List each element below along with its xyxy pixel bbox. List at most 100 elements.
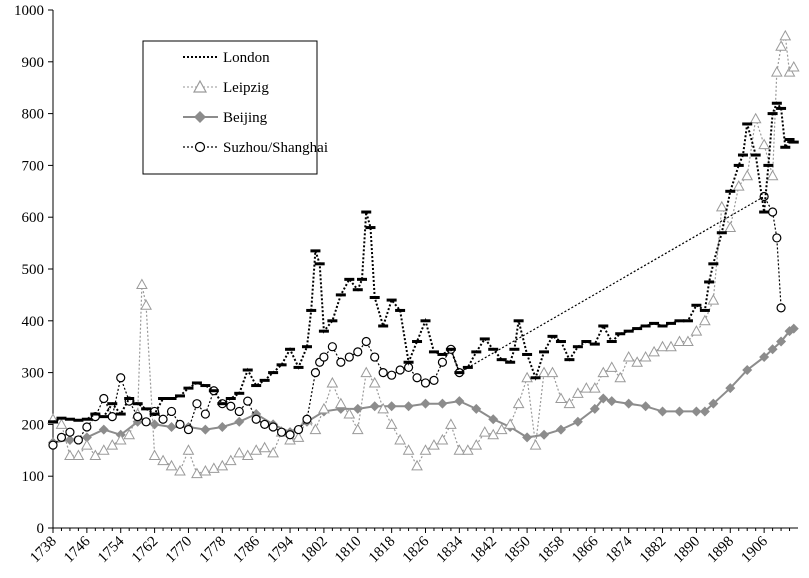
x-tick-label: 1738 <box>27 534 60 567</box>
point-beijing <box>454 396 465 407</box>
point-leipzig <box>572 387 584 398</box>
point-leipzig <box>648 345 660 357</box>
x-tick-label: 1746 <box>61 533 94 566</box>
point-beijing <box>708 398 719 409</box>
y-tick-label: 300 <box>22 366 45 382</box>
point-leipzig <box>741 169 754 181</box>
point-leipzig <box>605 361 618 372</box>
legend-label-beijing: Beijing <box>223 110 268 126</box>
point-leipzig <box>334 397 347 409</box>
point-leipzig <box>224 454 237 466</box>
point-london <box>234 391 245 395</box>
point-suzhou-shanghai <box>175 419 185 429</box>
point-leipzig <box>267 446 279 458</box>
point-leipzig <box>631 356 643 367</box>
y-tick-label: 800 <box>22 107 45 123</box>
point-suzhou-shanghai <box>260 419 270 429</box>
point-london <box>395 308 406 312</box>
y-tick-label: 1000 <box>14 3 44 19</box>
point-suzhou-shanghai <box>234 406 244 417</box>
point-suzhou-shanghai <box>395 365 405 375</box>
point-suzhou-shanghai <box>285 430 295 440</box>
point-london <box>81 417 92 421</box>
point-london <box>428 350 439 354</box>
point-suzhou-shanghai <box>243 396 253 406</box>
point-london <box>691 303 702 307</box>
point-leipzig <box>622 351 635 362</box>
point-leipzig <box>538 366 550 378</box>
x-tick-label: 1906 <box>738 533 771 566</box>
point-beijing <box>674 406 685 417</box>
point-leipzig <box>580 382 593 393</box>
point-beijing <box>200 424 211 435</box>
point-leipzig <box>512 397 525 409</box>
point-london <box>115 412 126 416</box>
point-london <box>479 337 490 341</box>
point-london <box>251 384 262 388</box>
point-leipzig <box>428 439 440 450</box>
point-suzhou-shanghai <box>353 347 363 357</box>
point-leipzig <box>588 382 601 393</box>
point-suzhou-shanghai <box>310 368 321 378</box>
point-london <box>780 145 791 149</box>
point-london <box>750 153 761 157</box>
point-london <box>530 376 541 380</box>
legend-item-suzhou-shanghai: Suzhou/Shanghai <box>183 140 328 156</box>
y-tick-label: 400 <box>22 314 45 330</box>
point-london <box>217 402 228 406</box>
point-suzhou-shanghai <box>158 414 168 424</box>
point-beijing <box>369 401 380 412</box>
point-london <box>737 153 748 157</box>
point-leipzig <box>309 423 322 435</box>
point-suzhou-shanghai <box>107 412 117 422</box>
point-beijing <box>386 401 397 412</box>
point-suzhou-shanghai <box>370 352 380 362</box>
point-beijing <box>352 403 363 414</box>
point-leipzig <box>292 431 305 442</box>
x-tick-label: 1882 <box>637 534 670 567</box>
point-suzhou-shanghai <box>251 414 261 424</box>
point-leipzig <box>597 366 610 378</box>
point-london <box>166 397 177 400</box>
point-leipzig <box>318 402 330 414</box>
point-beijing <box>403 401 414 412</box>
point-suzhou-shanghai <box>133 412 143 422</box>
point-london <box>716 231 727 235</box>
point-suzhou-shanghai <box>192 399 202 409</box>
series-london <box>48 101 799 424</box>
point-beijing <box>598 393 609 404</box>
point-london <box>776 106 787 110</box>
point-leipzig <box>639 351 652 362</box>
point-suzhou-shanghai <box>361 336 371 347</box>
point-leipzig <box>182 444 195 455</box>
point-leipzig <box>665 340 677 352</box>
point-leipzig <box>546 366 559 378</box>
legend-label-suzhou-shanghai: Suzhou/Shanghai <box>223 140 328 156</box>
point-london <box>90 412 101 416</box>
point-london <box>640 324 651 328</box>
point-london <box>632 327 643 331</box>
point-beijing <box>166 421 177 432</box>
axes: 0 100 200 300 400 500 600 700 800 900 1000 1738 1746… <box>14 3 798 566</box>
legend-box <box>142 40 318 175</box>
point-leipzig <box>495 423 508 435</box>
point-leipzig <box>758 138 770 150</box>
point-london <box>124 397 135 400</box>
point-london <box>56 416 67 420</box>
point-london <box>708 262 719 266</box>
point-london <box>555 340 566 344</box>
point-leipzig <box>614 371 627 383</box>
point-leipzig <box>368 376 381 388</box>
x-tick-label: 1810 <box>332 534 365 567</box>
point-leipzig <box>216 459 229 471</box>
point-leipzig <box>385 418 398 429</box>
point-london <box>352 288 363 292</box>
x-tick-label: 1834 <box>434 533 467 566</box>
x-tick-label: 1770 <box>163 534 196 567</box>
point-london <box>488 347 499 351</box>
point-london <box>132 402 143 406</box>
point-suzhou-shanghai <box>437 357 448 367</box>
point-london <box>759 210 770 214</box>
point-leipzig <box>351 423 364 435</box>
point-london <box>742 122 753 126</box>
